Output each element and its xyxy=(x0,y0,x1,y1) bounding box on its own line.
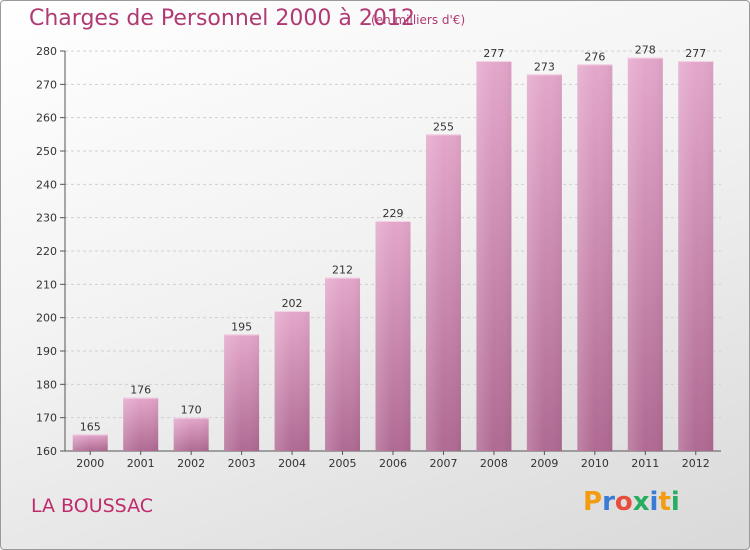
data-label: 165 xyxy=(80,420,101,433)
x-tick-label: 2006 xyxy=(379,457,407,470)
x-tick-label: 2002 xyxy=(177,457,205,470)
x-tick-label: 2005 xyxy=(329,457,357,470)
y-tick-label: 240 xyxy=(36,178,57,191)
bar-shade xyxy=(678,61,713,451)
x-tick-label: 2008 xyxy=(480,457,508,470)
y-tick-label: 200 xyxy=(36,312,57,325)
data-label: 212 xyxy=(332,264,353,277)
bar-shade xyxy=(376,221,411,451)
x-tick-label: 2001 xyxy=(127,457,155,470)
y-tick-label: 190 xyxy=(36,345,57,358)
bar-shade xyxy=(123,398,158,451)
place-name: LA BOUSSAC xyxy=(31,495,153,517)
y-tick-label: 270 xyxy=(36,78,57,91)
data-label: 176 xyxy=(130,384,151,397)
x-tick-label: 2012 xyxy=(682,457,710,470)
bar-shade xyxy=(628,58,663,451)
x-tick-label: 2000 xyxy=(76,457,104,470)
data-label: 278 xyxy=(635,44,656,57)
y-tick-label: 170 xyxy=(36,412,57,425)
y-tick-label: 230 xyxy=(36,212,57,225)
data-label: 277 xyxy=(685,47,706,60)
logo-letter: i xyxy=(671,487,680,517)
logo-letter: r xyxy=(602,487,615,517)
y-tick-label: 180 xyxy=(36,378,57,391)
data-label: 202 xyxy=(282,297,303,310)
bar-shade xyxy=(325,278,360,451)
y-tick-label: 210 xyxy=(36,278,57,291)
x-tick-label: 2009 xyxy=(530,457,558,470)
logo-letter: P xyxy=(583,487,602,517)
data-label: 170 xyxy=(181,404,202,417)
bar-shade xyxy=(527,74,562,451)
logo-letter: x xyxy=(633,487,650,517)
y-tick-label: 250 xyxy=(36,145,57,158)
x-tick-label: 2011 xyxy=(631,457,659,470)
proxiti-logo: Proxiti xyxy=(583,487,680,517)
data-label: 277 xyxy=(483,47,504,60)
bar-shade xyxy=(577,64,612,451)
x-tick-label: 2007 xyxy=(429,457,457,470)
data-label: 229 xyxy=(383,207,404,220)
bars xyxy=(73,58,714,451)
data-label: 195 xyxy=(231,320,252,333)
data-label: 273 xyxy=(534,60,555,73)
x-tick-label: 2010 xyxy=(581,457,609,470)
bar-shade xyxy=(476,61,511,451)
bar-shade xyxy=(275,311,310,451)
logo-letter: o xyxy=(615,487,633,517)
data-label: 276 xyxy=(584,50,605,63)
y-tick-label: 220 xyxy=(36,245,57,258)
logo-letter: t xyxy=(658,487,670,517)
bar-shade xyxy=(73,434,108,451)
bar-shade xyxy=(174,418,209,451)
bar-shade xyxy=(426,134,461,451)
x-tick-label: 2003 xyxy=(228,457,256,470)
y-tick-label: 160 xyxy=(36,445,57,458)
y-tick-label: 280 xyxy=(36,45,57,58)
y-tick-label: 260 xyxy=(36,112,57,125)
data-label: 255 xyxy=(433,120,454,133)
x-tick-label: 2004 xyxy=(278,457,306,470)
bar-shade xyxy=(224,334,259,451)
